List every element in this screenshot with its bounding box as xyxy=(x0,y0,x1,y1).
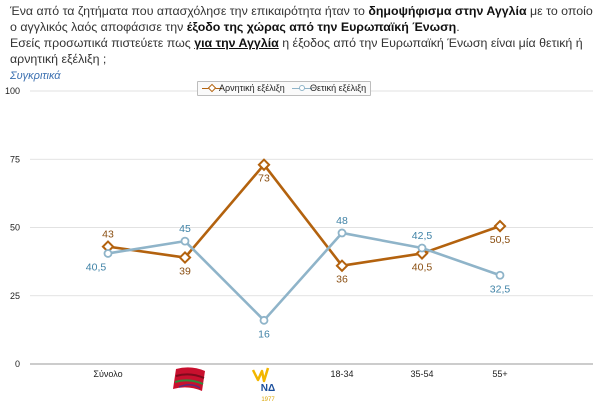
party-logos: ΝΔ 1977 xyxy=(173,367,275,403)
x-tick-label: Σύνολο xyxy=(93,369,122,379)
x-tick-label: 18-34 xyxy=(330,369,353,379)
data-label: 42,5 xyxy=(412,230,433,242)
x-tick-label: 55+ xyxy=(492,369,507,379)
question-fragment: για την Αγγλία xyxy=(194,36,279,50)
question-fragment: με το οποίο ο αγγλικός λαός αποφάσισε τη… xyxy=(10,4,593,34)
legend-label-positive: Θετική εξέλιξη xyxy=(310,83,367,93)
nd-logo-icon: ΝΔ 1977 xyxy=(251,367,275,403)
category-labels: Σύνολο 18-34 35-54 55+ xyxy=(93,369,507,379)
question-fragment: η έξοδος από την Ευρωπαϊκή Ένωση είναι μ… xyxy=(10,36,583,66)
question-fragment: Ένα από τα ζητήματα που απασχόλησε την ε… xyxy=(10,4,369,18)
legend-circle-icon xyxy=(299,85,305,91)
point-marker-positive xyxy=(495,270,505,280)
question-fragment: Εσείς προσωπικά πιστεύετε πως xyxy=(10,36,195,50)
y-tick-label: 100 xyxy=(5,86,20,96)
y-tick-label: 50 xyxy=(10,223,20,233)
point-marker-negative xyxy=(178,251,192,265)
x-tick-label: 35-54 xyxy=(410,369,433,379)
data-label: 16 xyxy=(258,328,270,340)
data-label: 50,5 xyxy=(490,234,511,246)
point-marker-positive xyxy=(417,243,427,253)
question-fragment: . xyxy=(456,20,460,34)
question-fragment: δημοψήφισμα στην Αγγλία xyxy=(368,4,527,18)
point-marker-negative xyxy=(493,219,507,233)
chart-subtitle: Συγκριτικά xyxy=(10,70,61,82)
data-label: 45 xyxy=(179,223,191,235)
point-marker-positive xyxy=(337,228,347,238)
nd-logo-year: 1977 xyxy=(261,397,275,403)
y-tick-label: 0 xyxy=(15,359,20,369)
chart-legend: Αρνητική εξέλιξη Θετική εξέλιξη xyxy=(197,81,371,96)
data-label: 32,5 xyxy=(490,283,511,295)
data-label: 40,5 xyxy=(412,261,433,273)
data-label: 40,5 xyxy=(86,261,107,273)
point-marker-negative xyxy=(335,259,349,273)
series-markers xyxy=(101,158,507,325)
point-marker-positive xyxy=(259,315,269,325)
question-intro: Ένα από τα ζητήματα που απασχόλησε την ε… xyxy=(10,3,595,35)
question-header: Ένα από τα ζητήματα που απασχόλησε την ε… xyxy=(10,3,595,84)
point-marker-positive xyxy=(180,236,190,246)
series-lines xyxy=(107,163,501,322)
value-labels: 43 39 73 36 40,5 50,5 40,5 45 16 48 42,5 32,5 xyxy=(86,173,511,341)
nd-logo-text: ΝΔ xyxy=(261,383,275,394)
point-marker-negative xyxy=(101,240,115,254)
data-label: 48 xyxy=(336,215,348,227)
legend-diamond-icon xyxy=(207,83,217,93)
series-line-negative xyxy=(107,163,501,268)
question-fragment: έξοδο της χώρας από την Ευρωπαϊκή Ένωση xyxy=(186,20,457,34)
question-text: Εσείς προσωπικά πιστεύετε πως για την Αγ… xyxy=(10,35,595,67)
point-marker-negative xyxy=(257,158,271,172)
chart-axes: 0 25 50 75 100 xyxy=(5,86,593,369)
syriza-logo-icon xyxy=(173,367,205,391)
data-label: 39 xyxy=(179,266,191,278)
legend-label-negative: Αρνητική εξέλιξη xyxy=(219,83,285,93)
point-marker-positive xyxy=(103,249,113,258)
y-tick-label: 75 xyxy=(10,154,20,164)
data-label: 36 xyxy=(336,274,348,286)
y-tick-label: 25 xyxy=(10,291,20,301)
chart-grid xyxy=(30,90,593,297)
data-label: 43 xyxy=(102,229,114,241)
series-line-positive xyxy=(107,231,501,322)
data-label: 73 xyxy=(258,173,270,185)
